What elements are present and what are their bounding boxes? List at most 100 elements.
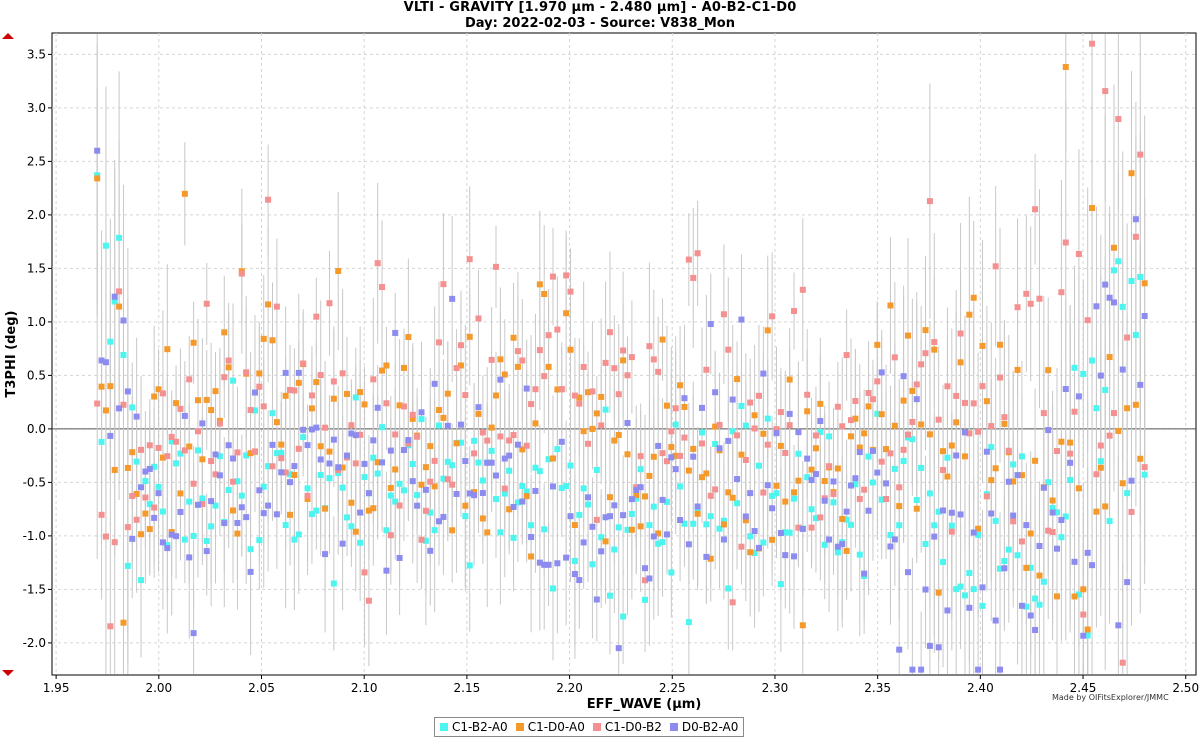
data-point[interactable] (821, 497, 828, 504)
data-point[interactable] (589, 561, 596, 568)
data-point[interactable] (861, 430, 868, 437)
data-point[interactable] (720, 517, 727, 524)
data-point[interactable] (703, 470, 710, 477)
data-point[interactable] (142, 468, 149, 475)
data-point[interactable] (208, 407, 215, 414)
data-point[interactable] (698, 429, 705, 436)
data-point[interactable] (1075, 393, 1082, 400)
data-point[interactable] (269, 441, 276, 448)
data-point[interactable] (953, 392, 960, 399)
data-point[interactable] (1093, 508, 1100, 515)
data-point[interactable] (668, 444, 675, 451)
data-point[interactable] (992, 263, 999, 270)
data-point[interactable] (449, 527, 456, 534)
data-point[interactable] (904, 569, 911, 576)
data-point[interactable] (322, 424, 329, 431)
data-point[interactable] (979, 383, 986, 390)
data-point[interactable] (716, 525, 723, 532)
data-point[interactable] (159, 390, 166, 397)
data-point[interactable] (900, 446, 907, 453)
data-point[interactable] (313, 424, 320, 431)
data-point[interactable] (734, 432, 741, 439)
data-point[interactable] (234, 449, 241, 456)
data-point[interactable] (804, 391, 811, 398)
data-point[interactable] (1132, 233, 1139, 240)
data-point[interactable] (541, 291, 548, 298)
data-point[interactable] (208, 498, 215, 505)
data-point[interactable] (997, 666, 1004, 673)
data-point[interactable] (151, 463, 158, 470)
data-point[interactable] (111, 298, 118, 305)
data-point[interactable] (891, 422, 898, 429)
data-point[interactable] (760, 489, 767, 496)
data-point[interactable] (124, 524, 131, 531)
data-point[interactable] (545, 456, 552, 463)
data-point[interactable] (295, 445, 302, 452)
data-point[interactable] (913, 381, 920, 388)
data-point[interactable] (760, 539, 767, 546)
data-point[interactable] (457, 362, 464, 369)
data-point[interactable] (199, 420, 206, 427)
data-point[interactable] (379, 424, 386, 431)
data-point[interactable] (1093, 405, 1100, 412)
data-point[interactable] (440, 414, 447, 421)
data-point[interactable] (694, 510, 701, 517)
data-point[interactable] (852, 481, 859, 488)
data-point[interactable] (1067, 477, 1074, 484)
data-point[interactable] (576, 400, 583, 407)
data-point[interactable] (786, 529, 793, 536)
data-point[interactable] (734, 476, 741, 483)
data-point[interactable] (922, 327, 929, 334)
data-point[interactable] (194, 501, 201, 508)
data-point[interactable] (343, 452, 350, 459)
data-point[interactable] (247, 407, 254, 414)
data-point[interactable] (843, 352, 850, 359)
data-point[interactable] (935, 589, 942, 596)
data-point[interactable] (725, 437, 732, 444)
data-point[interactable] (269, 337, 276, 344)
data-point[interactable] (436, 339, 443, 346)
data-point[interactable] (190, 532, 197, 539)
data-point[interactable] (812, 471, 819, 478)
data-point[interactable] (396, 480, 403, 487)
data-point[interactable] (133, 413, 140, 420)
data-point[interactable] (1080, 611, 1087, 618)
data-point[interactable] (536, 347, 543, 354)
data-point[interactable] (878, 411, 885, 418)
data-point[interactable] (379, 367, 386, 374)
data-point[interactable] (479, 477, 486, 484)
data-point[interactable] (628, 354, 635, 361)
data-point[interactable] (335, 464, 342, 471)
data-point[interactable] (615, 431, 622, 438)
data-point[interactable] (1141, 313, 1148, 320)
data-point[interactable] (343, 514, 350, 521)
data-point[interactable] (370, 437, 377, 444)
data-point[interactable] (734, 376, 741, 383)
data-point[interactable] (624, 420, 631, 427)
data-point[interactable] (514, 348, 521, 355)
data-point[interactable] (216, 453, 223, 460)
data-point[interactable] (225, 364, 232, 371)
data-point[interactable] (361, 460, 368, 467)
data-point[interactable] (326, 460, 333, 467)
data-point[interactable] (865, 403, 872, 410)
data-point[interactable] (142, 478, 149, 485)
data-point[interactable] (1089, 205, 1096, 212)
data-point[interactable] (593, 410, 600, 417)
data-point[interactable] (620, 613, 627, 620)
data-point[interactable] (300, 360, 307, 367)
data-point[interactable] (804, 408, 811, 415)
data-point[interactable] (199, 495, 206, 502)
data-point[interactable] (484, 459, 491, 466)
data-point[interactable] (1040, 578, 1047, 585)
data-point[interactable] (747, 399, 754, 406)
data-point[interactable] (348, 523, 355, 530)
data-point[interactable] (120, 619, 127, 626)
data-point[interactable] (203, 396, 210, 403)
data-point[interactable] (1062, 386, 1069, 393)
data-point[interactable] (611, 502, 618, 509)
data-point[interactable] (129, 449, 136, 456)
data-point[interactable] (111, 466, 118, 473)
data-point[interactable] (900, 457, 907, 464)
data-point[interactable] (865, 507, 872, 514)
